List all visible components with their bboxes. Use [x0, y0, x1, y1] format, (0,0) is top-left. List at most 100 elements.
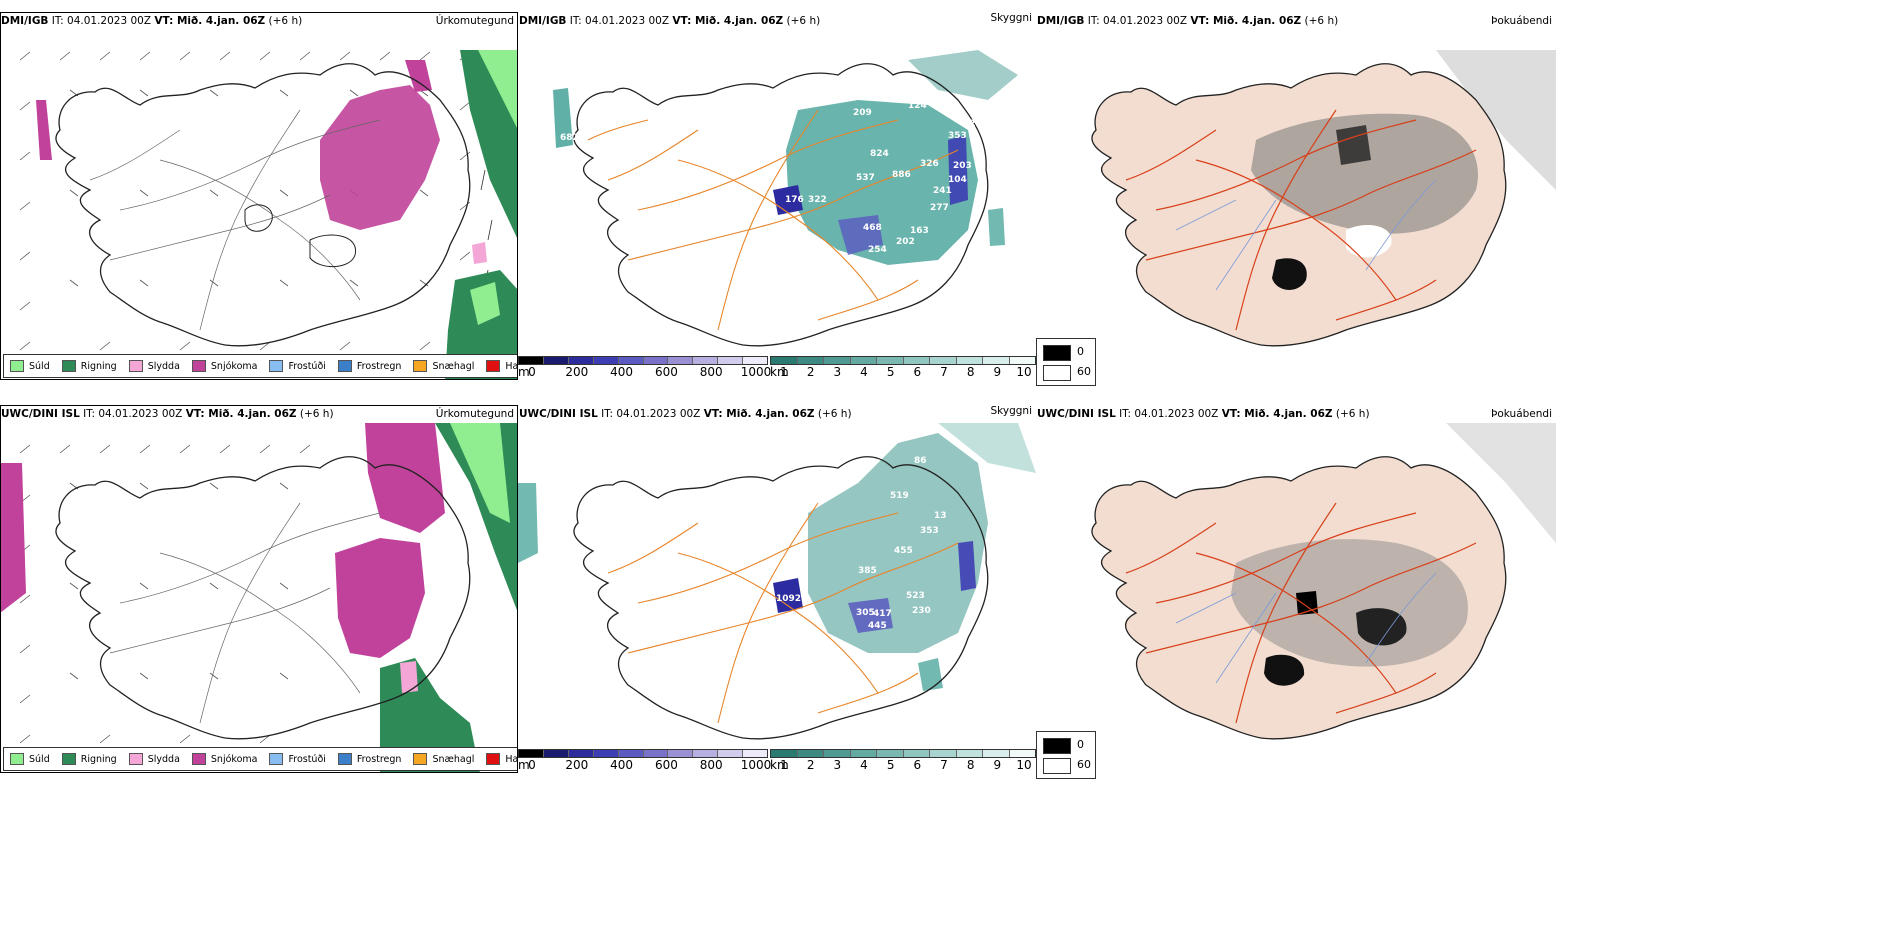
vis-value: 353 [948, 131, 967, 141]
fog-area [1436, 50, 1556, 190]
legend-label: Súld [29, 360, 50, 372]
iceland-outline [573, 63, 989, 347]
colorbar-segment [618, 357, 644, 364]
legend-label: Snjókoma [210, 753, 258, 765]
vis-value: 38 [786, 281, 799, 291]
colorbar-segment [797, 357, 824, 364]
colorbar-segment [903, 357, 930, 364]
colorbar-tick-label: 600 [654, 758, 678, 772]
low-visibility-area [786, 100, 978, 265]
panel-label-precip-type: Úrkomutegund [435, 15, 514, 27]
panel-bottom-fog-index: UWC/DINI ISL IT: 04.01.2023 00Z VT: Mið.… [1036, 405, 1556, 775]
panel-title: DMI/IGB IT: 04.01.2023 00Z VT: Mið. 4.ja… [519, 15, 821, 27]
colorbar-tick-label: 3 [833, 758, 842, 772]
low-visibility-area [808, 433, 988, 653]
colorbar-tick-label: 9 [993, 758, 1002, 772]
fog-area [1272, 258, 1307, 290]
height-colorbar: m 0 200 400 600 800 1000 [518, 356, 771, 379]
height-colorbar-ticks: m 0 200 400 600 800 1000 [518, 365, 771, 379]
colorbar-segment [850, 750, 877, 757]
vis-value: 176 [785, 195, 804, 205]
colorbar-tick-label: 6 [913, 365, 922, 379]
sleet-area [400, 661, 418, 693]
legend-item: Rigning [61, 360, 117, 372]
rivers [1175, 179, 1437, 291]
colorbar-segment [543, 750, 569, 757]
panel-top-fog-index: DMI/IGB IT: 04.01.2023 00Z VT: Mið. 4.ja… [1036, 12, 1556, 382]
colorbar-tick-label: 1000 [740, 365, 772, 379]
colorbar-segment [568, 357, 594, 364]
vis-value: 229 [963, 119, 982, 129]
panel-label-visibility: Skyggni [990, 12, 1033, 24]
precip-type-legend: Súld Rigning Slydda Snjókoma Frostúði Fr… [3, 747, 518, 771]
legend-item: Súld [10, 360, 50, 372]
colorbar-segment [718, 750, 744, 757]
vis-value: 824 [870, 149, 889, 159]
vis-value: 124 [908, 101, 927, 111]
legend-label: Frostúði [288, 753, 326, 765]
fog-legend: 0 60 [1036, 338, 1096, 386]
colorbar-segment [543, 357, 569, 364]
legend-item: Snæhagl [413, 360, 474, 372]
legend-swatch [337, 360, 352, 372]
panel-label-fog-index: Þokuábendi [1491, 408, 1552, 420]
colorbar-segment [877, 357, 904, 364]
colorbar-tick-label: 400 [610, 758, 634, 772]
colorbar-tick-label: 400 [610, 365, 634, 379]
visibility-colorbar-ticks: km 1 2 3 4 5 6 7 8 9 10 [770, 758, 1036, 772]
colorbar-segment [824, 750, 851, 757]
colorbar-tick-label: 1 [780, 365, 788, 379]
colorbar-segment [930, 357, 957, 364]
legend-label: Frostregn [356, 753, 402, 765]
vis-value: 468 [863, 223, 882, 233]
legend-label: Rigning [80, 360, 117, 372]
vis-value: 202 [896, 237, 915, 247]
colorbar-segment [877, 750, 904, 757]
colorbar-segment [930, 750, 957, 757]
roads [607, 502, 959, 724]
colorbar-segment [771, 357, 798, 364]
colorbar-segment [824, 357, 851, 364]
fog-legend-label: 0 [1077, 345, 1084, 358]
vis-value: 277 [930, 203, 949, 213]
colorbar-tick-label: 3 [833, 365, 842, 379]
colorbar-tick-label: 8 [966, 365, 975, 379]
colorbar-tick-label: 200 [565, 365, 589, 379]
low-visibility-area [918, 658, 943, 691]
legend-item: Frostúði [269, 360, 326, 372]
colorbar-segment [771, 750, 798, 757]
low-cloud-area [773, 578, 803, 613]
low-visibility-area [908, 50, 1018, 100]
low-visibility-area [518, 483, 538, 563]
legend-item: Snæhagl [413, 753, 474, 765]
fog-legend-black [1043, 738, 1071, 754]
legend-label: Snjókoma [210, 360, 258, 372]
colorbar-tick-label: 4 [860, 758, 868, 772]
precip-type-map [0, 423, 518, 773]
colorbar-segment [1009, 357, 1035, 364]
snow-area [36, 100, 52, 160]
fog-area [1264, 654, 1305, 686]
snow-area [320, 85, 440, 230]
legend-item: Haglél [486, 753, 518, 765]
colorbar-segment [718, 357, 744, 364]
colorbar-tick-label: 7 [940, 758, 948, 772]
iceland-outline [55, 456, 471, 740]
vis-value: 417 [873, 609, 892, 619]
legend-item: Frostúði [269, 753, 326, 765]
colorbar-segment [743, 357, 768, 364]
colorbar-tick-label: 600 [654, 365, 678, 379]
legend-label: Snæhagl [432, 753, 475, 765]
legend-item: Snjókoma [191, 360, 258, 372]
colorbar-unit: km [770, 365, 789, 379]
colorbar-segment [797, 750, 824, 757]
legend-label: Frostregn [356, 360, 402, 372]
rivers [1175, 572, 1437, 684]
legend-label: Slydda [147, 360, 180, 372]
fog-legend-white [1043, 758, 1071, 774]
colorbar-unit: m [518, 365, 530, 379]
legend-swatch [413, 360, 428, 372]
legend-swatch [128, 753, 143, 765]
glacier-outline [244, 204, 273, 232]
legend-label: Frostúði [288, 360, 326, 372]
